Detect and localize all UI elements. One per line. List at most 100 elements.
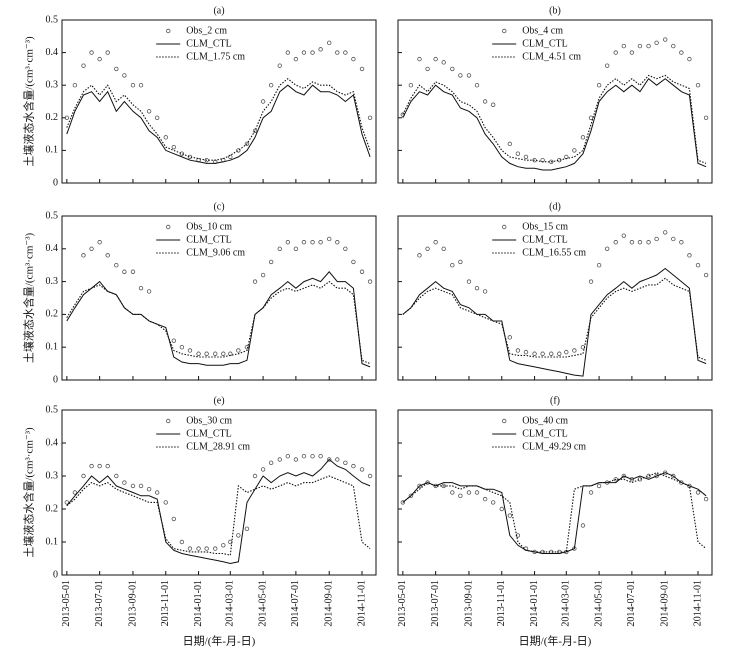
obs-point: [637, 477, 643, 482]
x-tick-label: 2014-03-01: [225, 580, 236, 627]
obs-point: [637, 43, 643, 49]
obs-point: [474, 490, 480, 495]
obs-point: [637, 240, 643, 245]
obs-point: [301, 50, 307, 55]
obs-point: [163, 135, 168, 140]
obs-point: [400, 500, 406, 505]
y-axis-label: 土壤液态水含量/(cm³·cm⁻³): [22, 36, 36, 167]
obs-point: [335, 50, 340, 55]
obs-point: [671, 236, 676, 242]
y-tick-label: 0.2: [46, 112, 59, 123]
obs-point: [285, 50, 291, 55]
legend-label: CLM_9.06 cm: [186, 247, 245, 258]
obs-point: [154, 490, 160, 495]
obs-point: [433, 240, 438, 245]
legend-label: CLM_28.91 cm: [186, 441, 250, 452]
obs-point: [277, 246, 282, 251]
obs-point: [301, 240, 307, 245]
obs-point: [236, 348, 241, 353]
obs-point: [122, 73, 127, 78]
obs-point: [663, 470, 668, 475]
x-tick-label: 2013-07-01: [94, 580, 105, 627]
obs-point: [89, 50, 94, 55]
obs-point: [359, 269, 365, 274]
panel-title: (e): [213, 395, 224, 406]
obs-point: [580, 135, 586, 140]
obs-point: [450, 490, 455, 495]
obs-point: [171, 144, 177, 150]
obs-point: [146, 289, 152, 294]
obs-point: [260, 272, 266, 278]
plot-frame: [397, 215, 713, 381]
obs-point: [97, 240, 102, 245]
series-line: [402, 277, 707, 361]
obs-point: [466, 279, 472, 284]
panel-title: (a): [213, 5, 224, 16]
obs-point: [482, 289, 488, 294]
obs-point: [252, 473, 258, 479]
obs-point: [221, 543, 226, 548]
legend-symbol: [502, 418, 507, 424]
legend-label: CLM_1.75 cm: [186, 51, 245, 62]
series-line: [402, 472, 707, 554]
y-tick-label: 0.2: [46, 309, 59, 320]
obs-point: [613, 240, 618, 245]
series-line: [402, 74, 707, 164]
x-tick-label: 2014-01-01: [529, 580, 540, 627]
obs-point: [105, 253, 110, 258]
panel-title: (f): [550, 395, 560, 406]
legend-label: Obs_2 cm: [186, 25, 227, 36]
panel-title: (d): [549, 201, 561, 212]
obs-point: [359, 467, 365, 472]
panel-title: (b): [549, 5, 561, 16]
obs-point: [596, 483, 602, 489]
obs-point: [458, 259, 463, 265]
obs-point: [458, 493, 463, 498]
legend-label: CLM_CTL: [186, 38, 232, 49]
obs-point: [629, 50, 635, 55]
obs-point: [318, 454, 323, 459]
obs-point: [441, 60, 446, 65]
obs-point: [621, 233, 627, 238]
obs-point: [221, 351, 226, 356]
obs-point: [695, 82, 701, 88]
obs-point: [179, 151, 185, 156]
y-tick-label: 0: [53, 569, 58, 580]
obs-point: [654, 473, 659, 479]
obs-point: [72, 82, 78, 88]
obs-point: [523, 154, 529, 160]
obs-point: [114, 66, 119, 72]
obs-point: [244, 526, 250, 531]
x-tick-label: 2014-11-01: [692, 580, 703, 626]
obs-point: [466, 490, 472, 495]
x-tick-label: 2013-07-01: [430, 580, 441, 627]
obs-point: [466, 73, 472, 78]
obs-point: [474, 82, 480, 88]
obs-point: [572, 148, 577, 153]
obs-point: [671, 473, 676, 479]
y-tick-label: 0.2: [46, 503, 59, 514]
obs-point: [81, 253, 86, 258]
obs-point: [646, 43, 651, 49]
obs-point: [171, 338, 177, 343]
obs-point: [351, 463, 356, 469]
y-axis-label: 土壤液态水含量/(cm³·cm⁻³): [22, 427, 36, 558]
legend-label: CLM_49.29 cm: [522, 441, 586, 452]
obs-point: [450, 263, 455, 268]
obs-point: [293, 457, 299, 462]
obs-point: [549, 159, 554, 165]
y-tick-label: 0.5: [46, 14, 59, 25]
obs-point: [359, 66, 365, 72]
obs-point: [663, 230, 668, 235]
obs-point: [343, 50, 348, 55]
series-line: [66, 271, 371, 368]
obs-point: [621, 43, 627, 49]
obs-point: [72, 490, 78, 495]
obs-point: [523, 349, 529, 355]
legend-label: Obs_15 cm: [522, 221, 568, 232]
legend-label: CLM_CTL: [186, 428, 232, 439]
legend-symbol: [502, 28, 507, 34]
x-tick-label: 2014-09-01: [324, 580, 335, 627]
obs-point: [285, 454, 291, 459]
obs-point: [285, 240, 291, 245]
